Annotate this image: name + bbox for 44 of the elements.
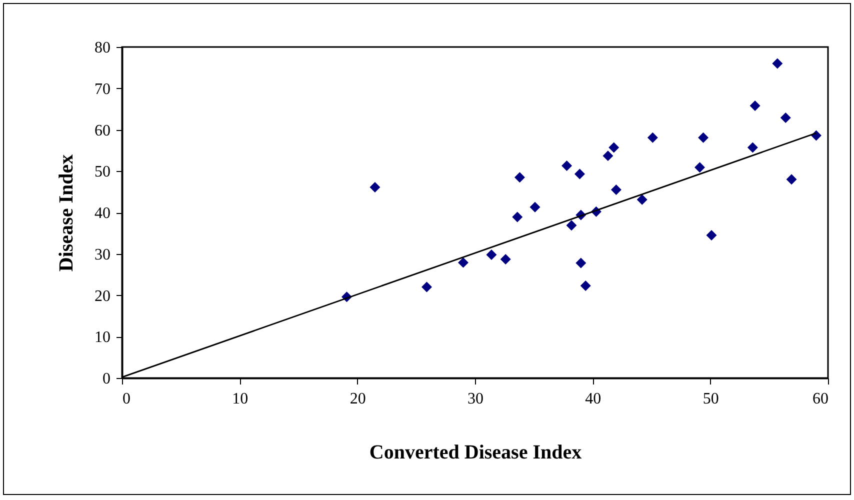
x-tick-label: 20 [350,390,366,408]
point [458,257,468,268]
point [580,280,591,291]
x-tick-label: 50 [702,390,719,408]
x-tick-label: 30 [468,390,484,408]
point [610,184,622,195]
x-tick-label: 60 [812,390,828,408]
point [602,150,614,162]
y-tick-label: 10 [94,329,110,346]
x-tick-label: 0 [122,390,130,408]
point [566,220,577,231]
point [422,282,432,292]
y-tick-label: 30 [94,246,110,264]
y-tick-label: 40 [94,205,110,222]
y-tick-label: 80 [94,40,110,56]
point [786,174,797,185]
y-tick-label: 0 [102,370,110,388]
point [562,160,572,171]
point [747,142,758,153]
point [370,182,380,193]
y-axis-title: Disease Index [56,154,78,272]
point [706,230,717,240]
point [500,254,511,264]
point [647,132,658,143]
y-tick-label: 60 [94,122,110,140]
point [608,142,620,153]
y-tick-label: 20 [94,288,110,305]
point [780,112,791,123]
point [530,202,540,212]
point [574,168,585,180]
x-tick-label: 40 [585,390,602,408]
point [512,212,523,222]
point [486,249,497,260]
x-tick-label: 10 [232,390,248,408]
point [576,258,586,268]
y-tick-label: 50 [94,164,110,181]
point [750,100,760,111]
x-axis-title: Converted Disease Index [369,442,582,464]
point [636,194,648,205]
point [772,58,783,69]
point [698,132,709,143]
point [694,162,705,173]
y-tick-label: 70 [94,80,110,98]
point [514,172,525,183]
